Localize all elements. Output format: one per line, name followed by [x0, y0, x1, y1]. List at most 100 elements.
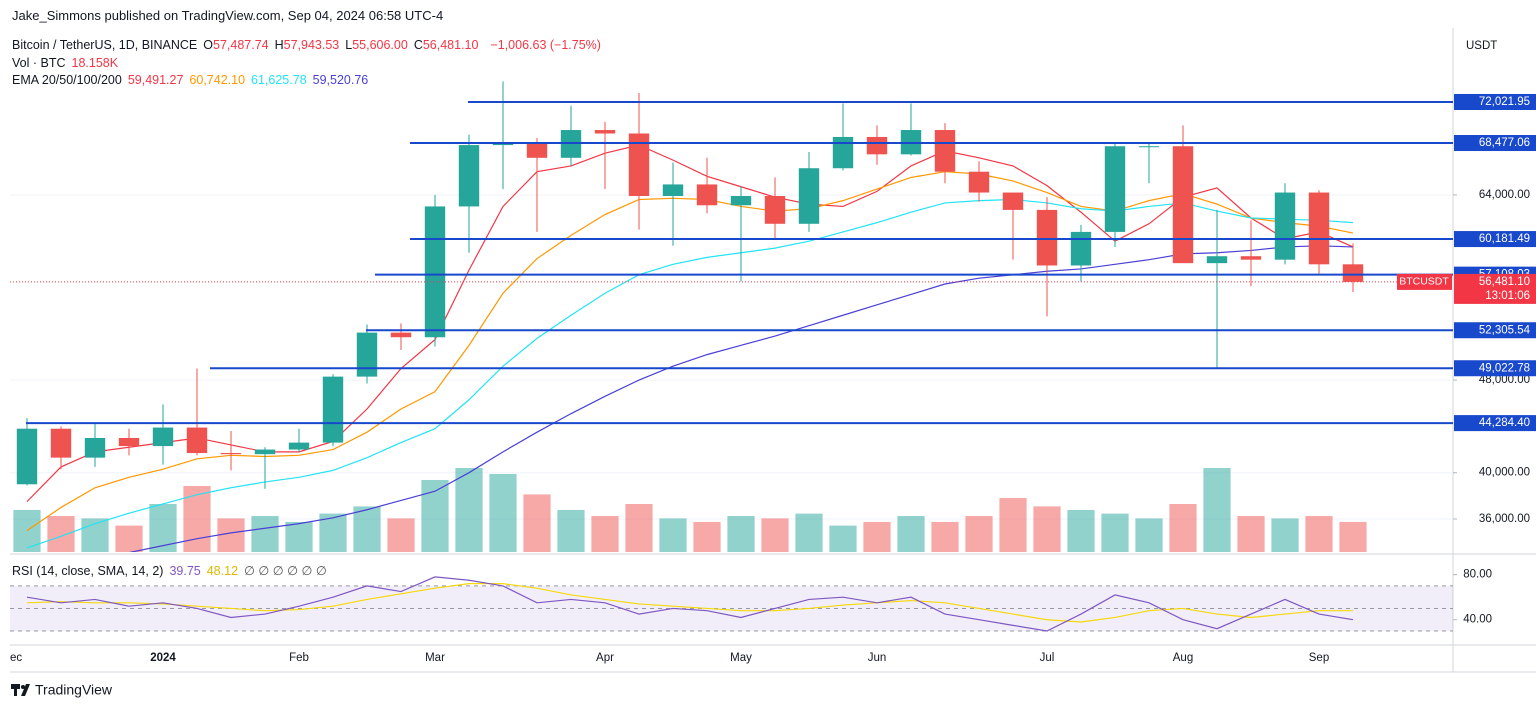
- ohlc-label: C: [413, 38, 423, 52]
- candle-body: [662, 184, 684, 197]
- volume-bar: [183, 486, 211, 552]
- volume-bar: [1203, 468, 1231, 552]
- candle-body: [934, 130, 956, 172]
- x-tick-label: Feb: [289, 652, 309, 664]
- volume-bar: [1067, 510, 1095, 552]
- volume-bar: [115, 525, 143, 552]
- level-tag: [1454, 360, 1536, 377]
- level-tag: [1454, 415, 1536, 432]
- candle-body: [764, 196, 786, 224]
- rsi-label: RSI (14, close, SMA, 14, 2): [12, 564, 164, 578]
- candle-body: [152, 427, 174, 447]
- x-tick-label: Jun: [868, 652, 887, 664]
- x-tick-label: Sep: [1309, 652, 1329, 664]
- legend-line: RSI (14, close, SMA, 14, 2) 39.75 48.12 ∅ ∅…: [12, 563, 333, 578]
- volume-bar: [1305, 516, 1333, 552]
- candle-body: [322, 376, 344, 443]
- y-tick-label: 64,000.00: [1479, 189, 1530, 201]
- x-tick-label: Mar: [425, 652, 445, 664]
- candle-body: [628, 133, 650, 197]
- ema-line: [26, 198, 1354, 549]
- candle-body: [1104, 146, 1126, 232]
- x-tick-label: Aug: [1173, 652, 1193, 664]
- volume-bar: [387, 518, 415, 552]
- rsi-value: 39.75: [169, 564, 201, 578]
- candle-body: [1206, 256, 1228, 264]
- ema-line: [26, 171, 1354, 532]
- level-label: 72,021.95: [1479, 96, 1530, 108]
- price-pane: [13, 81, 1367, 552]
- rsi-sma-value: 48.12: [206, 564, 239, 578]
- ema-value: 60,742.10: [189, 73, 246, 87]
- level-label: 49,022.78: [1479, 362, 1530, 374]
- volume-bar: [251, 516, 279, 552]
- symbol-tag: [1397, 273, 1452, 290]
- candle-body: [458, 145, 480, 207]
- candle-body: [16, 428, 38, 485]
- volume-bar: [1033, 506, 1061, 552]
- candle-body: [968, 171, 990, 193]
- candle-body: [220, 453, 242, 455]
- last-price-tag: [1454, 273, 1536, 304]
- level-label: 68,477.06: [1479, 137, 1530, 149]
- volume-bar: [795, 513, 823, 552]
- x-tick-label: May: [730, 652, 752, 664]
- volume-bar: [421, 480, 449, 552]
- ohlc-value: 56,481.10: [422, 38, 479, 52]
- ema-line: [26, 144, 1354, 503]
- candle-body: [1308, 192, 1330, 265]
- volume-bar: [761, 518, 789, 552]
- candle-body: [696, 184, 718, 206]
- candle-body: [1172, 146, 1194, 264]
- volume-bar: [965, 516, 993, 552]
- volume-bar: [523, 494, 551, 552]
- ohlc-label: L: [345, 38, 353, 52]
- candle-body: [1002, 192, 1024, 210]
- volume-bar: [1237, 516, 1265, 552]
- x-tick-label: Jul: [1040, 652, 1055, 664]
- candle-body: [866, 136, 888, 155]
- volume-label: Vol · BTC: [12, 56, 66, 70]
- volume-bar: [47, 516, 75, 552]
- ema-value: 61,625.78: [251, 73, 307, 87]
- rsi-tick-label: 80.00: [1463, 569, 1492, 581]
- candle-body: [1240, 256, 1262, 260]
- y-tick-label: 36,000.00: [1479, 513, 1530, 525]
- volume-bar: [829, 525, 857, 552]
- volume-bar: [897, 516, 925, 552]
- ohlc-label: O: [203, 38, 213, 52]
- volume-bar: [1339, 522, 1367, 552]
- candle-body: [424, 206, 446, 338]
- candle-body: [84, 437, 106, 458]
- candle-body: [1036, 209, 1058, 266]
- candle-body: [832, 136, 854, 169]
- ema-line: [128, 245, 1354, 552]
- volume-bar: [13, 510, 41, 552]
- y-tick-label: 40,000.00: [1479, 467, 1530, 479]
- candle-body: [186, 427, 208, 454]
- x-tick-label: ec: [10, 652, 22, 664]
- candle-body: [798, 168, 820, 224]
- legend-line: Bitcoin / TetherUS, 1D, BINANCE O57,487.7…: [12, 38, 607, 52]
- volume-bar: [1135, 518, 1163, 552]
- logo: [11, 684, 30, 696]
- ohlc-value: 55,606.00: [352, 38, 408, 52]
- candle-body: [1070, 231, 1092, 266]
- ohlc-value: 57,487.74: [213, 38, 269, 52]
- legend-line: EMA 20/50/100/200 59,491.27 60,742.10 61,62…: [12, 73, 374, 87]
- symbol: Bitcoin / TetherUS, 1D, BINANCE: [12, 38, 198, 52]
- level-label: 52,305.54: [1479, 324, 1531, 336]
- volume-bar: [285, 522, 313, 552]
- brand: TradingView: [35, 682, 113, 698]
- ema-value: 59,520.76: [312, 73, 369, 87]
- volume-bar: [353, 506, 381, 552]
- candle-body: [730, 196, 752, 206]
- volume-bar: [149, 504, 177, 552]
- rsi-flags: ∅ ∅ ∅ ∅ ∅ ∅: [244, 564, 327, 578]
- currency: USDT: [1466, 40, 1497, 52]
- volume-bar: [727, 516, 755, 552]
- candle-body: [254, 449, 276, 455]
- ohlc-label: H: [274, 38, 284, 52]
